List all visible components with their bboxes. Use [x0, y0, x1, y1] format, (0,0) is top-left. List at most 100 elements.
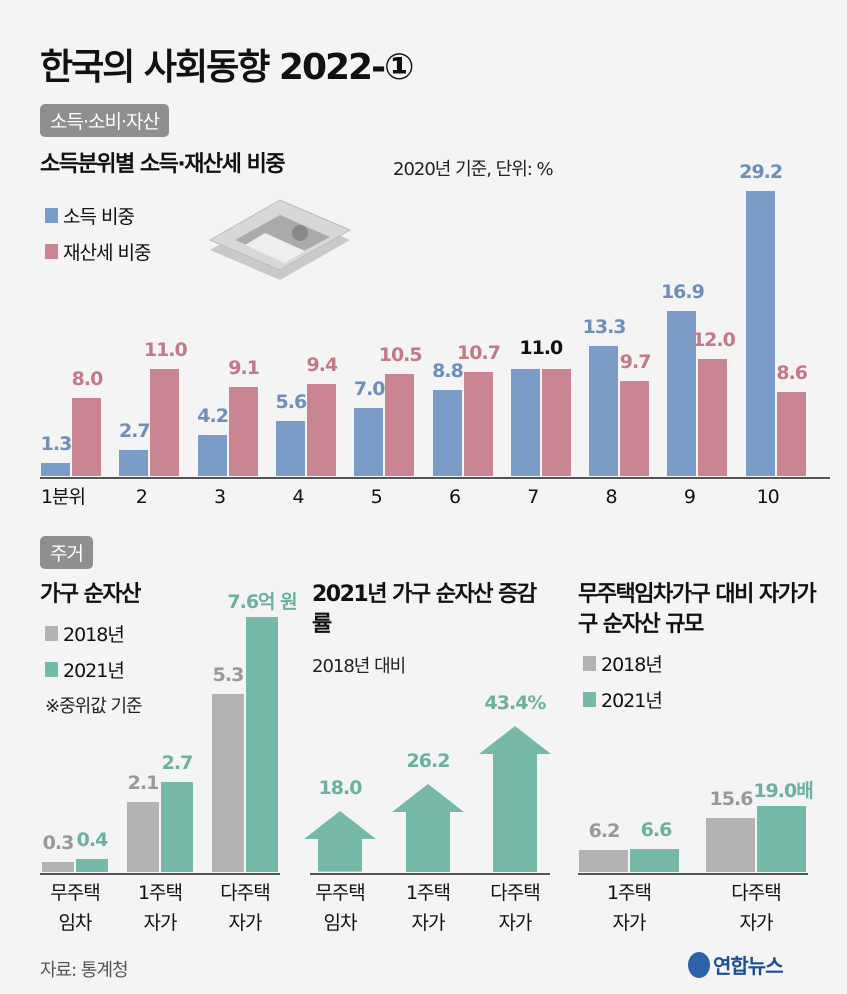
bar	[579, 850, 628, 872]
data-label: 8.0	[71, 367, 104, 390]
category-label: 10	[756, 486, 780, 508]
category-label: 3	[214, 486, 226, 508]
legend-swatch	[583, 656, 596, 671]
legend-label: 2021년	[601, 690, 663, 712]
data-label: 11.0	[143, 338, 188, 361]
data-label: 2.7	[161, 751, 194, 774]
bar	[306, 384, 336, 476]
bar	[620, 381, 650, 476]
data-label: 11.0	[519, 336, 563, 359]
bar	[275, 421, 305, 476]
data-label: 8.8	[432, 360, 464, 383]
data-label: 6.2	[588, 820, 621, 843]
data-label: 9.7	[619, 351, 652, 374]
data-label: 0.3	[42, 831, 75, 854]
bar	[510, 368, 540, 476]
legend-swatch	[45, 244, 58, 259]
bar	[42, 861, 74, 872]
chart2-note: ※중위값 기준	[45, 696, 143, 717]
bar	[228, 387, 258, 476]
legend-label: 2018년	[63, 624, 125, 646]
bar	[354, 407, 384, 476]
legend-2018: 2018년	[583, 650, 663, 677]
data-label: 5.6	[275, 391, 308, 414]
data-label: 5.3	[212, 664, 245, 687]
bar	[161, 781, 193, 872]
legend-label: 2021년	[63, 660, 125, 682]
logo-icon	[688, 951, 710, 978]
data-label: 29.2	[739, 161, 783, 183]
legend-swatch	[45, 626, 58, 641]
bar	[197, 435, 227, 476]
chart1-title: 소득분위별 소득·재산세 비중	[40, 152, 286, 177]
data-label: 13.3	[582, 316, 627, 339]
bar	[706, 817, 755, 872]
category-label: 4	[292, 486, 304, 508]
data-label: 9.1	[228, 357, 260, 380]
chart3-subtitle: 2018년 대비	[312, 656, 406, 677]
category-label: 1주택 자가	[606, 882, 652, 934]
source-text: 자료: 통계청	[40, 960, 129, 981]
data-label: 19.0배	[753, 780, 813, 803]
category-label: 1주택 자가	[405, 882, 451, 934]
legend-label: 2018년	[601, 654, 663, 676]
chart4-title: 무주택임차가구 대비 자가가구 순자산 규모	[578, 582, 817, 637]
data-label: 15.6	[709, 787, 754, 810]
data-label: 7.0	[353, 377, 386, 400]
arrow-up-mark	[392, 783, 464, 872]
chart1-subtitle: 2020년 기준, 단위: %	[393, 159, 554, 180]
chart4-axis	[578, 873, 808, 875]
legend-label: 소득 비중	[63, 206, 135, 228]
bar	[385, 373, 415, 476]
money-stack-icon	[208, 199, 352, 280]
data-label: 16.9	[660, 281, 705, 304]
bar	[119, 449, 149, 476]
page-title: 한국의 사회동향 2022-①	[40, 47, 415, 88]
data-label: 0.4	[76, 828, 109, 851]
data-label: 18.0	[318, 777, 363, 800]
legend-income: 소득 비중	[45, 202, 135, 229]
data-label: 43.4%	[484, 691, 547, 714]
logo-text: 연합뉴스	[713, 954, 784, 978]
data-label: 7.6억 원	[227, 591, 297, 614]
chart3-axis	[310, 873, 550, 875]
arrow-up-mark	[479, 725, 551, 872]
data-label: 2.7	[118, 419, 151, 442]
category-label: 9	[683, 486, 696, 508]
bar	[432, 390, 462, 476]
category-label: 다주택 자가	[220, 882, 270, 934]
bar	[72, 397, 101, 476]
legend-tax: 재산세 비중	[45, 238, 151, 265]
category-label: 2	[135, 486, 148, 508]
yonhap-logo: 연합뉴스	[688, 950, 784, 979]
category-label: 6	[448, 486, 461, 508]
arrow-up-mark	[304, 811, 376, 872]
category-label: 다주택 자가	[490, 882, 540, 934]
legend-2021: 2021년	[45, 656, 125, 683]
bar	[246, 617, 278, 872]
data-label: 4.2	[197, 405, 229, 427]
bar	[745, 191, 775, 476]
legend-swatch	[583, 692, 596, 707]
chart2-title: 가구 순자산	[40, 582, 141, 607]
bar	[150, 368, 180, 476]
legend-label: 재산세 비중	[63, 242, 151, 264]
chart1-axis	[40, 477, 830, 479]
category-label: 다주택 자가	[731, 882, 781, 934]
category-label: 무주택 임차	[315, 882, 365, 934]
data-label: 1.3	[40, 433, 73, 456]
data-label: 12.0	[691, 328, 736, 351]
category-label: 무주택 임차	[50, 882, 100, 934]
category-label: 8	[605, 486, 618, 508]
legend-swatch	[45, 662, 58, 677]
bar	[776, 392, 806, 476]
category-label: 7	[527, 486, 539, 508]
bar	[589, 346, 619, 476]
section-tag-income: 소득·소비·자산	[40, 104, 169, 137]
bar	[212, 694, 244, 872]
bar	[630, 849, 679, 872]
bar	[541, 368, 571, 476]
data-label: 10.7	[457, 341, 501, 364]
data-label: 8.6	[776, 362, 808, 385]
category-label: 1주택 자가	[137, 882, 183, 934]
